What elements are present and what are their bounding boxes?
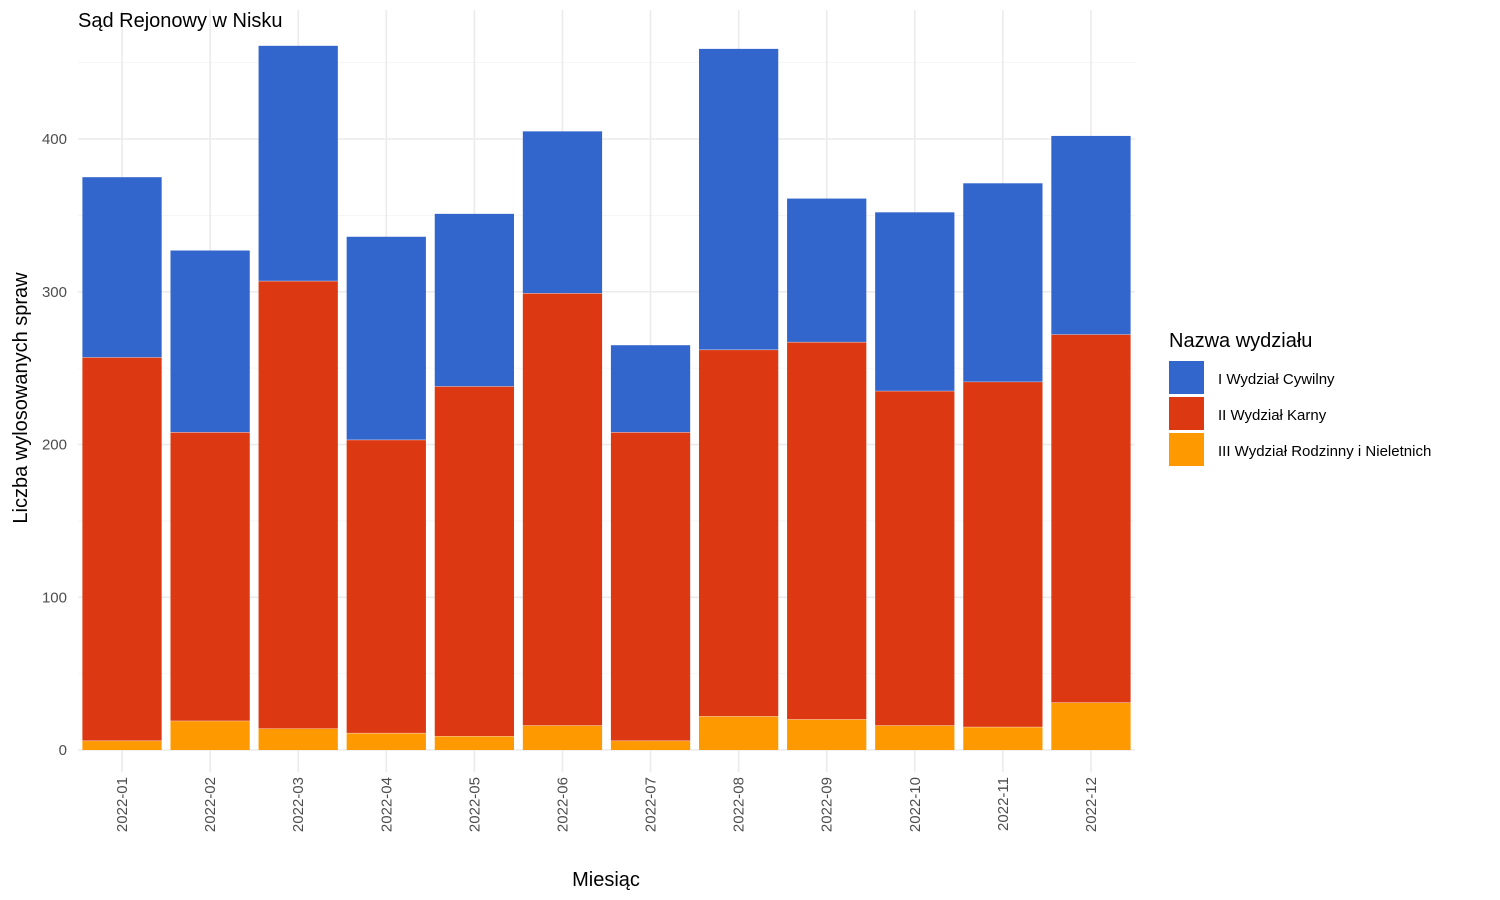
bar-segment-2022-09-series-2 bbox=[787, 198, 867, 343]
y-tick-label: 400 bbox=[42, 131, 67, 148]
bar-segment-2022-11-series-2 bbox=[963, 183, 1043, 382]
legend-label: I Wydział Cywilny bbox=[1218, 371, 1335, 388]
legend-swatch bbox=[1169, 397, 1204, 430]
bar-segment-2022-04-series-0 bbox=[346, 733, 426, 750]
bar-segment-2022-05-series-0 bbox=[434, 736, 515, 750]
x-tick-label: 2022-01 bbox=[114, 777, 131, 832]
y-axis-title: Liczba wylosowanych spraw bbox=[10, 272, 32, 524]
bar-segment-2022-03-series-1 bbox=[258, 281, 338, 729]
x-axis-title: Miesiąc bbox=[572, 869, 640, 891]
x-tick-label: 2022-12 bbox=[1083, 777, 1100, 832]
bar-segment-2022-09-series-1 bbox=[787, 342, 867, 720]
x-tick-label: 2022-11 bbox=[995, 777, 1012, 831]
bar-segment-2022-06-series-0 bbox=[522, 725, 603, 750]
bar-segment-2022-07-series-2 bbox=[610, 345, 691, 433]
bar-segment-2022-02-series-1 bbox=[170, 432, 250, 721]
x-tick-label: 2022-05 bbox=[466, 777, 483, 832]
x-tick-label: 2022-07 bbox=[643, 777, 660, 832]
legend-label: II Wydział Karny bbox=[1218, 407, 1327, 424]
bar-segment-2022-04-series-2 bbox=[346, 236, 426, 440]
x-tick-label: 2022-04 bbox=[378, 777, 395, 832]
bar-segment-2022-11-series-1 bbox=[963, 381, 1043, 728]
bar-segment-2022-03-series-0 bbox=[258, 728, 338, 751]
bar-segment-2022-06-series-2 bbox=[522, 131, 603, 294]
bar-segment-2022-11-series-0 bbox=[963, 727, 1043, 750]
bar-segment-2022-08-series-2 bbox=[698, 48, 779, 350]
bar-segment-2022-01-series-0 bbox=[82, 740, 162, 751]
bar-segment-2022-08-series-1 bbox=[698, 349, 779, 717]
y-tick-label: 300 bbox=[42, 284, 67, 301]
bar-segment-2022-01-series-2 bbox=[82, 177, 162, 358]
bar-segment-2022-02-series-2 bbox=[170, 250, 250, 433]
bar-segment-2022-02-series-0 bbox=[170, 720, 250, 750]
bar-segment-2022-01-series-1 bbox=[82, 357, 162, 741]
bar-segment-2022-07-series-0 bbox=[610, 740, 691, 751]
x-axis-ticks: 2022-01 2022-02 2022-03 2022-04 2022-05 2022-… bbox=[114, 777, 1100, 832]
bar-segment-2022-07-series-1 bbox=[610, 432, 691, 741]
bar-segment-2022-09-series-0 bbox=[787, 719, 867, 750]
y-axis-ticks: 0 100 200 300 400 bbox=[42, 131, 67, 759]
bar-segment-2022-05-series-1 bbox=[434, 386, 515, 737]
legend-title: Nazwa wydziału bbox=[1169, 330, 1312, 352]
x-tick-label: 2022-03 bbox=[290, 777, 307, 832]
bar-segment-2022-12-series-2 bbox=[1051, 135, 1131, 335]
chart-title: Sąd Rejonowy w Nisku bbox=[78, 10, 283, 32]
legend-swatch bbox=[1169, 433, 1204, 466]
y-tick-label: 100 bbox=[42, 589, 67, 606]
x-tick-label: 2022-08 bbox=[731, 777, 748, 832]
bar-segment-2022-12-series-0 bbox=[1051, 702, 1131, 750]
legend-label: III Wydział Rodzinny i Nieletnich bbox=[1218, 443, 1431, 460]
bars bbox=[82, 45, 1131, 751]
bar-segment-2022-03-series-2 bbox=[258, 45, 338, 282]
x-tick-label: 2022-10 bbox=[907, 777, 924, 832]
bar-segment-2022-10-series-2 bbox=[875, 212, 955, 392]
bar-segment-2022-08-series-0 bbox=[698, 716, 779, 750]
x-tick-label: 2022-02 bbox=[202, 777, 219, 832]
bar-segment-2022-06-series-1 bbox=[522, 293, 603, 726]
bar-segment-2022-05-series-2 bbox=[434, 213, 515, 387]
bar-segment-2022-04-series-1 bbox=[346, 439, 426, 734]
x-tick-label: 2022-09 bbox=[819, 777, 836, 832]
bar-segment-2022-10-series-1 bbox=[875, 391, 955, 726]
y-tick-label: 0 bbox=[59, 742, 67, 759]
y-tick-label: 200 bbox=[42, 437, 67, 454]
legend-swatch bbox=[1169, 361, 1204, 394]
x-tick-label: 2022-06 bbox=[555, 777, 572, 832]
bar-segment-2022-10-series-0 bbox=[875, 725, 955, 750]
legend: Nazwa wydziału I Wydział Cywilny II Wydzi… bbox=[1169, 330, 1431, 466]
bar-segment-2022-12-series-1 bbox=[1051, 334, 1131, 703]
